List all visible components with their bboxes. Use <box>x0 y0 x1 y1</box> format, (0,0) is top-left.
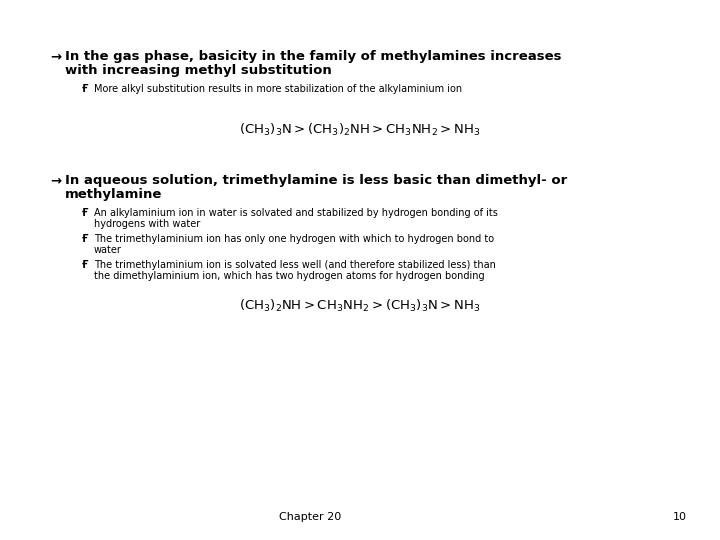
Text: hydrogens with water: hydrogens with water <box>94 219 200 229</box>
Text: In aqueous solution, trimethylamine is less basic than dimethyl- or: In aqueous solution, trimethylamine is l… <box>65 174 567 187</box>
Text: Chapter 20: Chapter 20 <box>279 512 341 522</box>
Text: Ғ: Ғ <box>82 208 89 218</box>
Text: In the gas phase, basicity in the family of methylamines increases: In the gas phase, basicity in the family… <box>65 50 562 63</box>
Text: The trimethylaminium ion has only one hydrogen with which to hydrogen bond to: The trimethylaminium ion has only one hy… <box>94 234 494 244</box>
Text: $(\mathrm{CH_3})_2\mathrm{NH} > \mathrm{CH_3NH_2} > (\mathrm{CH_3})_3\mathrm{N} : $(\mathrm{CH_3})_2\mathrm{NH} > \mathrm{… <box>239 298 481 314</box>
Text: →: → <box>50 174 61 187</box>
Text: $(\mathrm{CH_3})_3\mathrm{N} > (\mathrm{CH_3})_2\mathrm{NH} > \mathrm{CH_3NH_2} : $(\mathrm{CH_3})_3\mathrm{N} > (\mathrm{… <box>239 122 481 138</box>
Text: methylamine: methylamine <box>65 188 163 201</box>
Text: →: → <box>50 50 61 63</box>
Text: Ғ: Ғ <box>82 84 89 94</box>
Text: 10: 10 <box>673 512 687 522</box>
Text: Ғ: Ғ <box>82 260 89 270</box>
Text: with increasing methyl substitution: with increasing methyl substitution <box>65 64 332 77</box>
Text: the dimethylaminium ion, which has two hydrogen atoms for hydrogen bonding: the dimethylaminium ion, which has two h… <box>94 271 485 281</box>
Text: water: water <box>94 245 122 255</box>
Text: More alkyl substitution results in more stabilization of the alkylaminium ion: More alkyl substitution results in more … <box>94 84 462 94</box>
Text: The trimethylaminium ion is solvated less well (and therefore stabilized less) t: The trimethylaminium ion is solvated les… <box>94 260 496 270</box>
Text: Ғ: Ғ <box>82 234 89 244</box>
Text: An alkylaminium ion in water is solvated and stabilized by hydrogen bonding of i: An alkylaminium ion in water is solvated… <box>94 208 498 218</box>
